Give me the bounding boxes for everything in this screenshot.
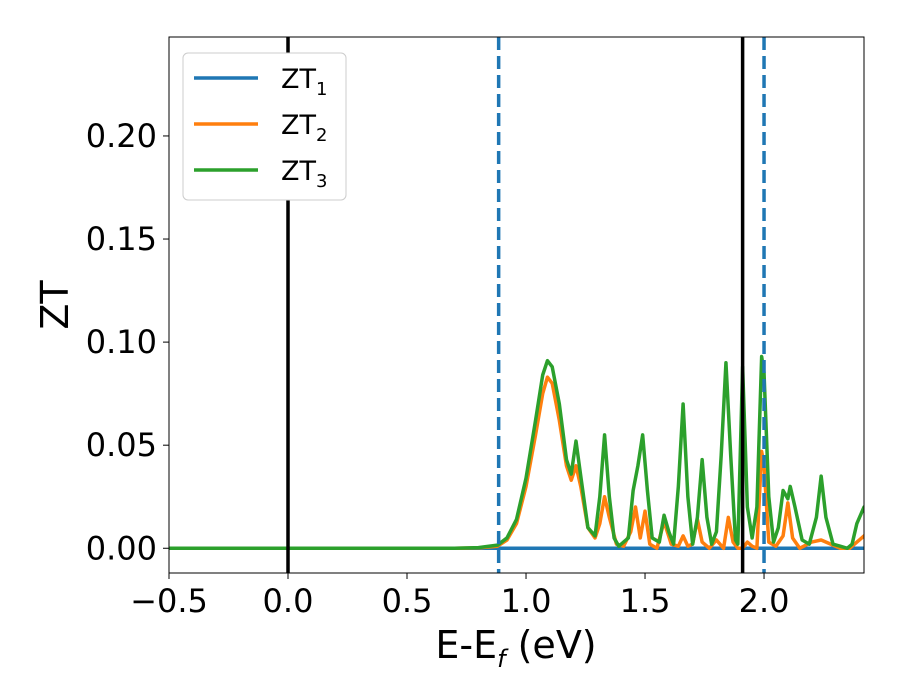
legend-label-zt1: ZT1 [281,64,327,100]
y-tick-label: 0.10 [86,323,157,361]
legend-box [182,52,347,201]
x-tick-label: −0.5 [130,582,208,620]
y-axis: 0.00 0.05 0.10 0.15 0.20 [86,117,169,567]
series-line-zt3 [169,354,864,551]
y-tick-label: 0.15 [86,220,157,258]
legend-label-zt3: ZT3 [281,156,327,192]
x-tick-label: 2.0 [739,582,790,620]
x-tick-label: 0.0 [263,582,314,620]
y-tick-label: 0.05 [86,426,157,464]
y-axis-label: ZT [33,280,77,330]
plot-frame [168,36,865,574]
y-tick-label: 0.00 [86,529,157,567]
x-tick-label: 1.0 [501,582,552,620]
x-tick-label: 1.5 [620,582,671,620]
legend: ZT1 ZT2 ZT3 [182,52,347,201]
legend-label-zt2: ZT2 [281,110,327,146]
x-tick-label: 0.5 [382,582,433,620]
x-axis-label: E-Ef (eV) [435,623,596,673]
y-tick-label: 0.20 [86,117,157,155]
x-axis: −0.5 0.0 0.5 1.0 1.5 2.0 [130,573,789,620]
